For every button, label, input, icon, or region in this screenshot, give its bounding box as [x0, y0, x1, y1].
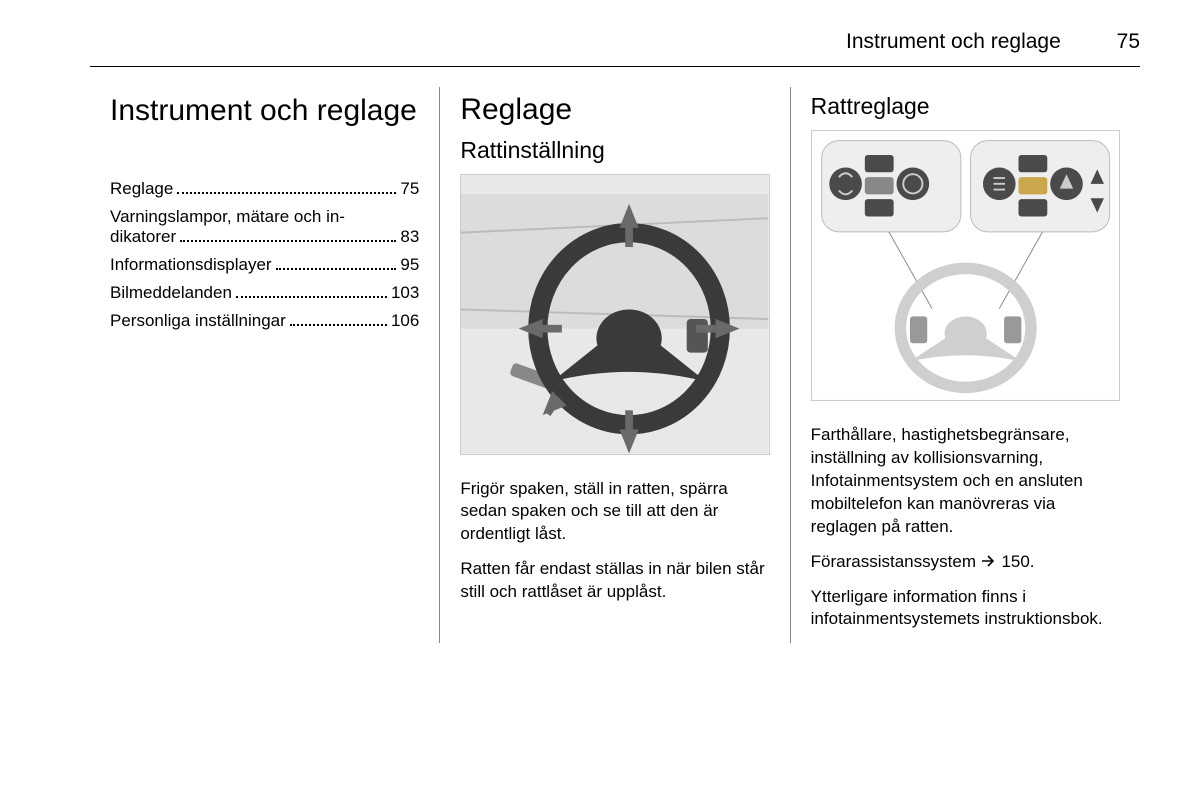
subsection-title: Rattreglage: [811, 93, 1120, 120]
header-page-number: 75: [1117, 30, 1140, 54]
toc-leader-dots: [276, 268, 397, 270]
body-paragraph: Ratten får endast ställas in när bilen s…: [460, 558, 769, 604]
toc-label: Bilmeddelanden: [110, 283, 232, 303]
steering-adjustment-illustration: [460, 174, 769, 455]
header-section-title: Instrument och reglage: [846, 30, 1061, 53]
toc-label: Informationsdisplayer: [110, 255, 272, 275]
column-toc: Instrument och reglage Reglage 75 Varnin…: [90, 87, 440, 643]
toc-entry: Bilmeddelanden 103: [110, 283, 419, 303]
steering-controls-illustration: [811, 130, 1120, 401]
toc-label: dikatorer: [110, 227, 176, 247]
toc-leader-dots: [180, 240, 396, 242]
toc-page: 95: [400, 255, 419, 275]
section-title: Reglage: [460, 93, 769, 127]
body-paragraph: Frigör spaken, ställ in ratten, spärra s…: [460, 478, 769, 547]
toc-label: Varningslampor, mätare och in-: [110, 207, 419, 227]
chapter-title: Instrument och reglage: [110, 93, 419, 129]
toc-page: 75: [400, 179, 419, 199]
body-paragraph: Farthållare, hastighetsbegränsare, instä…: [811, 424, 1120, 539]
toc-leader-dots: [236, 296, 387, 298]
body-paragraph: Ytterligare information finns i infotain…: [811, 586, 1120, 632]
toc-entry: Reglage 75: [110, 179, 419, 199]
ref-page: 150.: [1001, 552, 1034, 571]
ref-text: Förarassistanssystem: [811, 552, 981, 571]
toc-page: 103: [391, 283, 419, 303]
toc-page: 83: [400, 227, 419, 247]
toc-label: Personliga inställningar: [110, 311, 286, 331]
toc-label: Reglage: [110, 179, 173, 199]
toc-leader-dots: [177, 192, 396, 194]
toc-page: 106: [391, 311, 419, 331]
toc-leader-dots: [290, 324, 387, 326]
toc-entry: Informationsdisplayer 95: [110, 255, 419, 275]
page-header: Instrument och reglage 75: [90, 30, 1140, 67]
column-rattreglage: Rattreglage: [791, 87, 1140, 643]
column-reglage: Reglage Rattinställning: [440, 87, 790, 643]
subsection-title: Rattinställning: [460, 137, 769, 164]
reference-arrow-icon: [981, 553, 997, 569]
cross-reference: Förarassistanssystem 150.: [811, 551, 1120, 574]
toc-entry: Varningslampor, mätare och in- dikatorer…: [110, 207, 419, 247]
toc-entry: Personliga inställningar 106: [110, 311, 419, 331]
